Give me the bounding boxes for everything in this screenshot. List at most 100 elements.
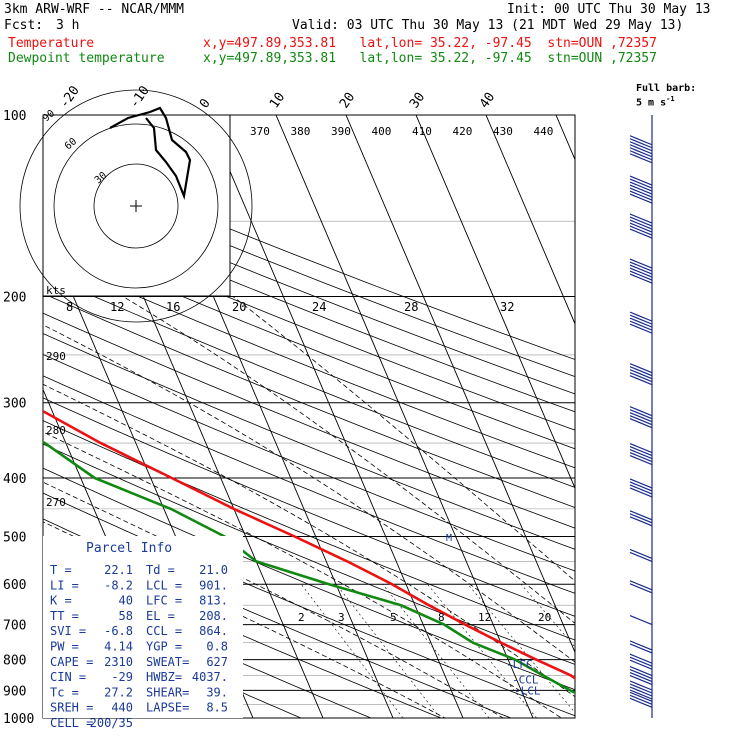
- wind-barb: [629, 406, 653, 429]
- barb-flag: [629, 372, 653, 383]
- wind-barb: [629, 580, 653, 594]
- barb-flag: [629, 615, 653, 626]
- dry-adiabat: [43, 333, 575, 550]
- barb-flag: [629, 697, 653, 708]
- theta-label: 420: [453, 125, 473, 138]
- wind-barb: [629, 135, 653, 164]
- hodograph-axis-label: 28: [404, 300, 418, 314]
- mixing-ratio-label: 2: [298, 611, 305, 624]
- parcel-value: 22.1: [104, 563, 133, 577]
- mixing-ratio-label: 3: [338, 611, 345, 624]
- parcel-key: CAPE =: [50, 655, 93, 669]
- barb-flag: [629, 366, 653, 377]
- mixing-ratio-line: [520, 584, 575, 648]
- parcel-title: Parcel Info: [86, 541, 172, 556]
- wind-barb: [629, 510, 653, 527]
- lcl-marker: -LCL: [514, 685, 541, 698]
- parcel-value: 40: [119, 594, 133, 608]
- parcel-key: SHEAR=: [146, 685, 189, 699]
- hodograph-axis-label: 12: [110, 300, 124, 314]
- parcel-key: K =: [50, 594, 72, 608]
- dry-adiabat: [43, 218, 575, 431]
- hodograph-axis-label: 16: [166, 300, 180, 314]
- barb-flag: [629, 225, 653, 236]
- mixing-ratio-label: 5: [390, 611, 397, 624]
- barb-flag: [629, 323, 653, 334]
- wind-barb: [629, 175, 653, 204]
- barb-flag: [629, 190, 653, 201]
- barb-flag: [629, 680, 653, 691]
- barb-flag: [629, 175, 653, 186]
- barb-flag: [629, 513, 653, 524]
- parcel-box: [43, 536, 243, 718]
- barb-flag: [629, 478, 653, 489]
- barb-flag: [629, 412, 653, 423]
- theta-label: 370: [250, 125, 270, 138]
- wind-barb: [629, 311, 653, 334]
- theta-label: 280: [46, 424, 66, 437]
- wind-barb: [629, 691, 653, 708]
- pressure-tick-label: 800: [3, 654, 26, 669]
- parcel-value: -8.2: [104, 578, 133, 592]
- isotherm-line: [345, 115, 575, 654]
- theta-label: 400: [372, 125, 392, 138]
- parcel-value: 8.5: [206, 701, 228, 715]
- barb-flag: [629, 138, 653, 149]
- isotherm-tick-label: -10: [127, 83, 153, 111]
- pressure-tick-label: 200: [3, 291, 26, 306]
- barb-flag: [629, 317, 653, 328]
- barb-flag: [629, 144, 653, 155]
- parcel-key: YGP =: [146, 640, 182, 654]
- theta-label: 290: [46, 350, 66, 363]
- parcel-value: 813.: [199, 594, 228, 608]
- isotherm-tick-label: 10: [267, 90, 288, 111]
- hodograph-axis-label: 32: [500, 300, 514, 314]
- barb-flag: [629, 135, 653, 146]
- mixing-ratio-line: [301, 584, 404, 718]
- barb-flag: [629, 178, 653, 189]
- wind-barb: [629, 665, 653, 686]
- barb-flag: [629, 643, 653, 654]
- parcel-value: 627: [206, 655, 228, 669]
- moist-adiabat: [122, 296, 575, 624]
- parcel-value: 200/35: [90, 716, 133, 730]
- moist-adiabat: [232, 296, 575, 582]
- ccl-marker: -CCL: [512, 674, 539, 687]
- hodograph-trace: [109, 106, 192, 201]
- moist-adiabat: [43, 481, 504, 718]
- dewpoint-profile: [43, 440, 575, 695]
- parcel-value: 0.8: [206, 640, 228, 654]
- mixing-ratio-line: [467, 584, 575, 714]
- dewpoint-legend: Dewpoint temperature: [8, 51, 165, 66]
- wind-barb: [629, 640, 653, 654]
- barb-flag: [629, 311, 653, 322]
- wind-barb: [629, 443, 653, 466]
- parcel-value: 4037.: [192, 670, 228, 684]
- barb-flag: [629, 668, 653, 680]
- barb-flag: [629, 551, 653, 562]
- barb-flag: [629, 674, 653, 686]
- forecast-label: Fcst:: [4, 18, 44, 33]
- dewpoint-location: x,y=497.89,353.81 lat,lon= 35.22, -97.45…: [203, 51, 657, 66]
- wind-barb: [629, 653, 653, 670]
- parcel-key: PW =: [50, 640, 79, 654]
- parcel-value: -6.8: [104, 624, 133, 638]
- wind-barb: [629, 258, 653, 284]
- barb-flag: [629, 683, 653, 694]
- barb-flag: [629, 181, 653, 192]
- barb-flag: [629, 150, 653, 161]
- parcel-info-panel: Parcel Info T = 22.1 Td = 21.0 LI = -8.2 LCL = 9…: [43, 536, 243, 730]
- hodograph-ring: [19, 89, 253, 323]
- pressure-tick-label: 400: [3, 472, 26, 487]
- moist-adiabat: [43, 431, 563, 718]
- barb-flag: [629, 375, 653, 386]
- dry-adiabat: [43, 273, 575, 488]
- barb-flag: [629, 213, 653, 224]
- parcel-key: TT =: [50, 609, 79, 623]
- hodograph-axis-label: 20: [232, 300, 246, 314]
- parcel-key: LFC =: [146, 594, 182, 608]
- theta-label: 380: [291, 125, 311, 138]
- dry-adiabat: [43, 375, 575, 594]
- barb-flag: [629, 689, 653, 700]
